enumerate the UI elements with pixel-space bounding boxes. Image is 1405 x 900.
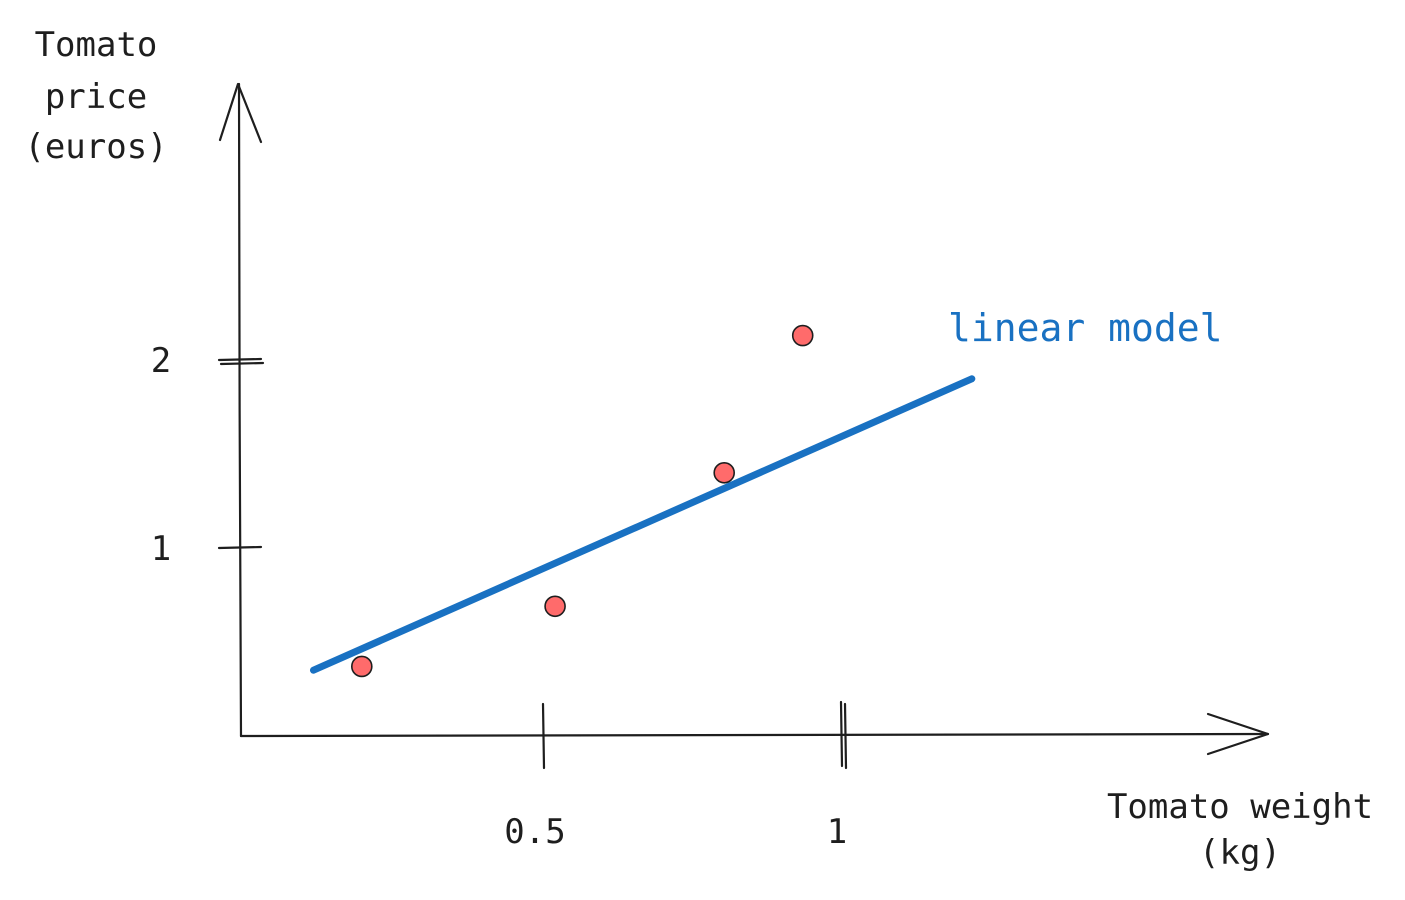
x-axis-title-line: (kg) — [1199, 833, 1281, 873]
y-axis-line — [237, 82, 243, 738]
x-axis-title-line: Tomato weight — [1107, 787, 1373, 827]
data-point — [713, 461, 736, 484]
model-layer — [309, 375, 976, 674]
x-tick-mark-0 — [541, 702, 546, 770]
y-tick-mark-1 — [217, 357, 263, 362]
axes — [218, 82, 1270, 756]
y-tick-mark-0 — [217, 545, 263, 550]
x-axis-line — [239, 732, 1270, 738]
y-axis-title-line: price — [45, 77, 147, 117]
y-axis-title-line: (euros) — [24, 127, 167, 167]
y-tick-label: 2 — [151, 341, 171, 381]
y-tick-label: 1 — [151, 529, 171, 569]
data-point — [544, 595, 566, 618]
x-tick-mark-1 — [843, 702, 848, 770]
linear-model-label: linear model — [948, 306, 1223, 350]
x-axis-arrowhead — [1206, 712, 1270, 756]
data-point — [791, 324, 814, 347]
x-tick-label: 0.5 — [504, 812, 565, 852]
labels: 1 2 0.5 1 linear model Tomato price (euros) Toma… — [24, 25, 1373, 873]
data-point — [350, 655, 373, 678]
y-axis-arrowhead — [218, 82, 263, 144]
ticks — [217, 357, 848, 770]
linear-model-line — [309, 375, 976, 674]
x-tick-mark-1-b — [839, 700, 844, 768]
x-tick-label: 1 — [827, 812, 847, 852]
y-tick-mark-1-b — [219, 361, 265, 366]
y-axis-title-line: Tomato — [35, 25, 158, 65]
points-layer — [350, 324, 814, 678]
